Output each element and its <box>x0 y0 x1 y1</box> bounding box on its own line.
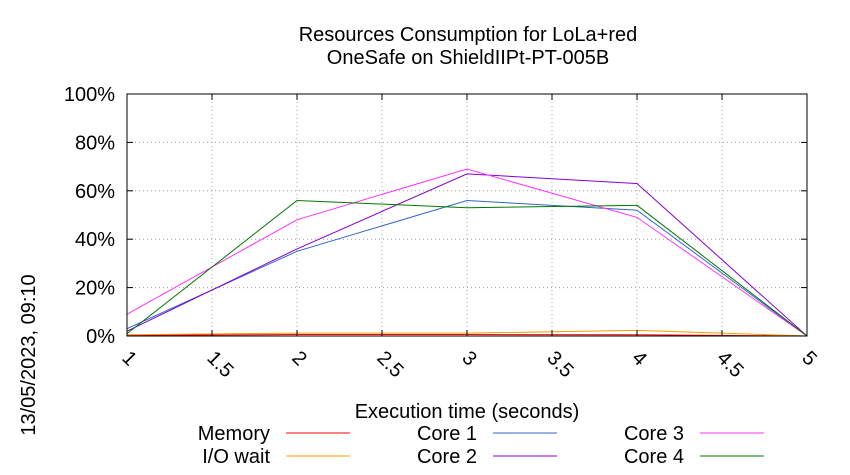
x-axis-label: Execution time (seconds) <box>355 401 580 423</box>
x-tick-label: 4.5 <box>712 347 747 382</box>
y-tick-label: 60% <box>75 181 115 203</box>
y-tick-label: 40% <box>75 229 115 251</box>
y-tick-label: 80% <box>75 132 115 154</box>
x-tick-label: 1.5 <box>202 347 237 382</box>
chart-title: Resources Consumption for LoLa+red <box>299 24 638 46</box>
chart-subtitle: OneSafe on ShieldIIPt-PT-005B <box>327 47 609 69</box>
legend-label: I/O wait <box>202 446 270 468</box>
x-tick-label: 3 <box>457 347 480 370</box>
y-tick-label: 100% <box>64 84 115 106</box>
series-line-core-1 <box>126 199 808 337</box>
x-ticks: 1 1.5 2 2.5 3 3.5 4 4.5 5 <box>117 94 821 382</box>
legend-label: Core 2 <box>417 446 477 468</box>
timestamp-label: 13/05/2023, 09:10 <box>18 274 40 435</box>
legend-label: Core 4 <box>624 446 684 468</box>
x-tick-label: 5 <box>797 347 820 370</box>
legend-label: Memory <box>198 423 270 445</box>
series-line-core-2 <box>126 173 808 337</box>
x-tick-label: 3.5 <box>542 347 577 382</box>
x-tick-label: 4 <box>627 347 650 370</box>
grid <box>127 94 807 336</box>
x-tick-label: 2.5 <box>372 347 407 382</box>
series-line-core-3 <box>126 168 808 337</box>
x-tick-label: 1 <box>117 347 140 370</box>
y-ticks: 0% 20% 40% 60% 80% 100% <box>64 84 807 348</box>
y-tick-label: 0% <box>86 326 115 348</box>
legend-label: Core 3 <box>624 423 684 445</box>
legend-label: Core 1 <box>417 423 477 445</box>
y-tick-label: 20% <box>75 278 115 300</box>
x-tick-label: 2 <box>287 347 310 370</box>
series-line-core-4 <box>126 199 808 337</box>
